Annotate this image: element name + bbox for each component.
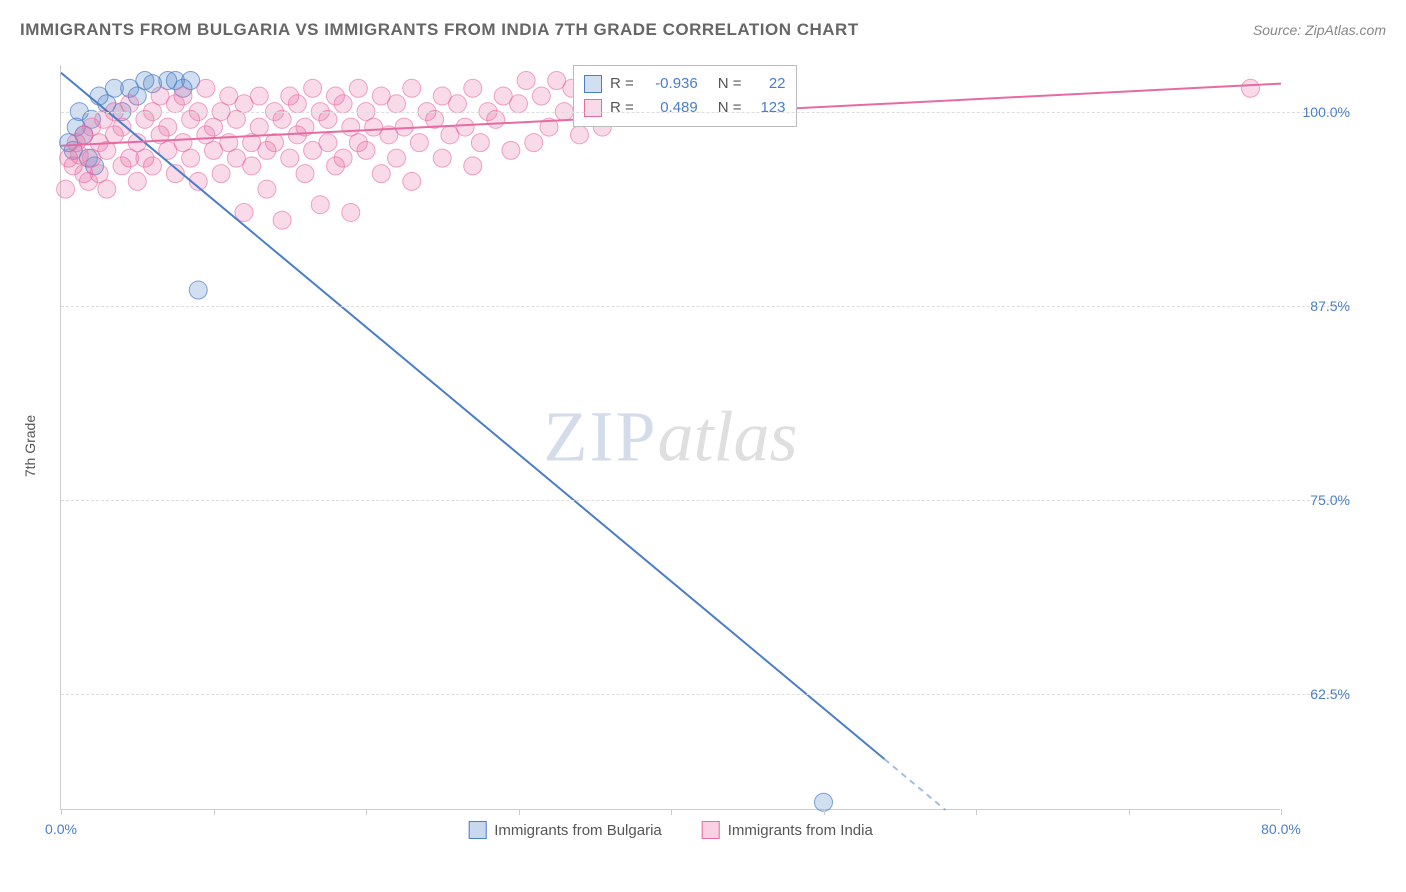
scatter-point (319, 134, 337, 152)
x-tick (519, 809, 520, 815)
y-tick-label: 87.5% (1290, 298, 1350, 314)
x-tick-label: 0.0% (45, 821, 77, 837)
scatter-point (288, 95, 306, 113)
source-label: Source: ZipAtlas.com (1253, 22, 1386, 38)
scatter-point (334, 95, 352, 113)
scatter-point (98, 180, 116, 198)
stats-legend-row: R = -0.936 N = 22 (584, 72, 786, 96)
bottom-legend: Immigrants from Bulgaria Immigrants from … (468, 821, 873, 839)
grid-line (61, 694, 1350, 695)
scatter-point (273, 211, 291, 229)
legend-swatch (584, 99, 602, 117)
scatter-point (250, 118, 268, 136)
scatter-point (525, 134, 543, 152)
scatter-point (182, 149, 200, 167)
scatter-point (57, 180, 75, 198)
scatter-point (403, 79, 421, 97)
bottom-legend-item: Immigrants from Bulgaria (468, 821, 662, 839)
y-axis-label: 7th Grade (22, 415, 38, 477)
scatter-point (281, 149, 299, 167)
scatter-point (113, 118, 131, 136)
scatter-point (342, 203, 360, 221)
bottom-legend-item: Immigrants from India (702, 821, 873, 839)
scatter-point (1242, 79, 1260, 97)
scatter-point (487, 110, 505, 128)
scatter-point (388, 149, 406, 167)
scatter-point (410, 134, 428, 152)
scatter-point (296, 165, 314, 183)
scatter-point (319, 110, 337, 128)
x-tick (1281, 809, 1282, 815)
regression-line (61, 73, 885, 759)
scatter-point (571, 126, 589, 144)
scatter-point (311, 196, 329, 214)
scatter-point (433, 149, 451, 167)
y-tick-label: 75.0% (1290, 492, 1350, 508)
x-tick (671, 809, 672, 815)
stat-r-label: R = (610, 72, 634, 96)
grid-line (61, 112, 1350, 113)
x-tick (1129, 809, 1130, 815)
scatter-point (403, 172, 421, 190)
x-tick (366, 809, 367, 815)
chart-svg (61, 65, 1280, 809)
scatter-point (243, 157, 261, 175)
legend-label: Immigrants from Bulgaria (494, 822, 662, 839)
legend-swatch (468, 821, 486, 839)
plot-area: ZIPatlas R =-0.936N =22R =0.489N =123 Im… (60, 65, 1280, 810)
regression-line-dashed (885, 759, 946, 810)
y-tick-label: 100.0% (1290, 104, 1350, 120)
scatter-point (464, 79, 482, 97)
x-tick (824, 809, 825, 815)
scatter-point (517, 72, 535, 90)
stats-legend-row: R = 0.489 N = 123 (584, 96, 786, 120)
scatter-point (357, 141, 375, 159)
scatter-point (532, 87, 550, 105)
scatter-point (128, 172, 146, 190)
scatter-point (304, 79, 322, 97)
scatter-point (449, 95, 467, 113)
scatter-point (266, 134, 284, 152)
x-tick (214, 809, 215, 815)
stat-n-label: N = (718, 72, 742, 96)
scatter-point (144, 157, 162, 175)
stats-legend-box: R = -0.936 N = 22 R = 0.489 N = 123 (573, 65, 797, 127)
scatter-point (197, 79, 215, 97)
scatter-point (349, 79, 367, 97)
legend-swatch (584, 75, 602, 93)
stat-n-value: 123 (750, 96, 786, 120)
scatter-point (456, 118, 474, 136)
x-tick-label: 80.0% (1261, 821, 1301, 837)
stat-r-label: R = (610, 96, 634, 120)
scatter-point (212, 165, 230, 183)
x-tick (61, 809, 62, 815)
chart-title: IMMIGRANTS FROM BULGARIA VS IMMIGRANTS F… (20, 20, 859, 40)
scatter-point (388, 95, 406, 113)
stat-n-label: N = (718, 96, 742, 120)
grid-line (61, 500, 1350, 501)
scatter-point (250, 87, 268, 105)
legend-label: Immigrants from India (728, 822, 873, 839)
scatter-point (464, 157, 482, 175)
stat-r-value: 0.489 (642, 96, 698, 120)
scatter-point (273, 110, 291, 128)
scatter-point (471, 134, 489, 152)
stat-r-value: -0.936 (642, 72, 698, 96)
legend-swatch (702, 821, 720, 839)
scatter-point (502, 141, 520, 159)
scatter-point (334, 149, 352, 167)
scatter-point (121, 95, 139, 113)
scatter-point (258, 180, 276, 198)
scatter-point (159, 118, 177, 136)
scatter-point (189, 281, 207, 299)
x-tick (976, 809, 977, 815)
scatter-point (510, 95, 528, 113)
scatter-point (372, 165, 390, 183)
grid-line (61, 306, 1350, 307)
stat-n-value: 22 (750, 72, 786, 96)
scatter-point (174, 87, 192, 105)
y-tick-label: 62.5% (1290, 686, 1350, 702)
